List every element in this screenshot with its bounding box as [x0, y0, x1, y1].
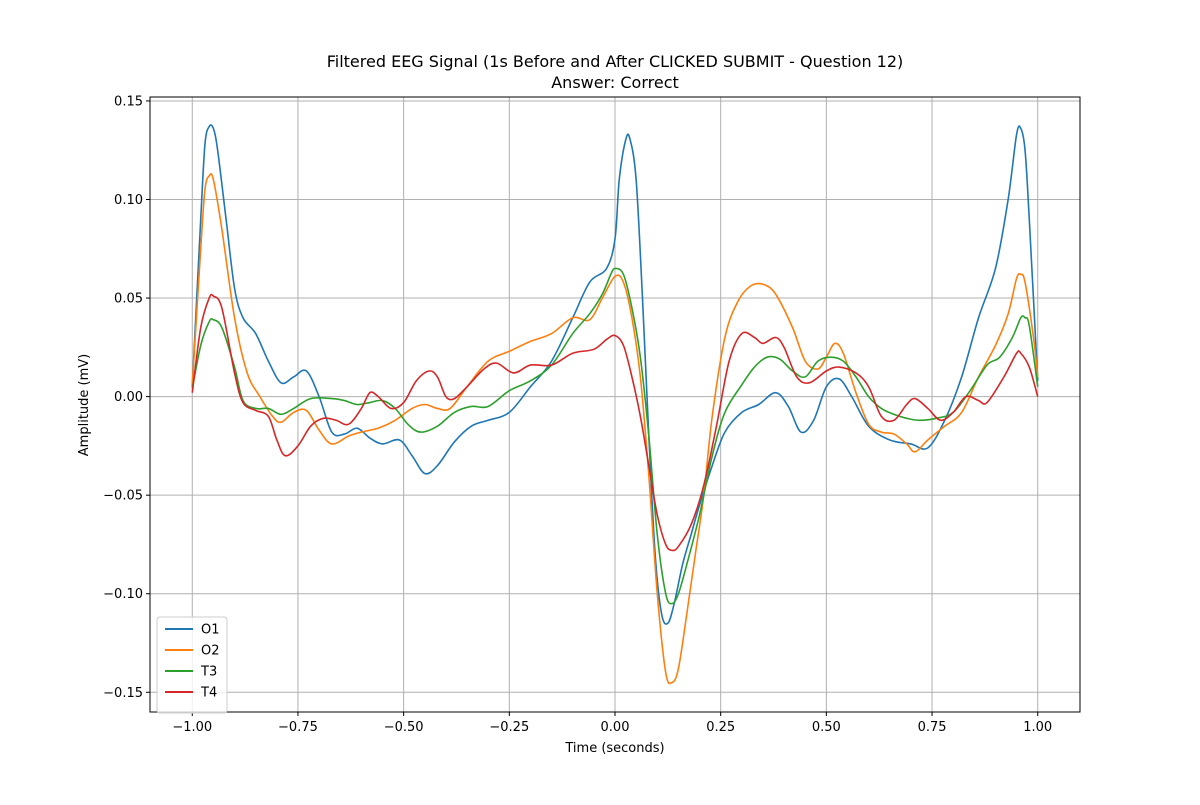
x-tick-label: 0.75 — [918, 720, 947, 735]
axis-ticks: −1.00 −0.75 −0.50 −0.25 0.00 0.25 0.50 0.75 1.00… — [103, 94, 1052, 735]
series-line-t4 — [191, 293, 1039, 552]
series-line-o1 — [191, 124, 1039, 625]
series-line-o2 — [191, 173, 1039, 685]
chart-title: Filtered EEG Signal (1s Before and After… — [327, 52, 904, 71]
legend-label-o2: O2 — [201, 644, 220, 659]
legend-label-t3: T3 — [200, 665, 217, 680]
y-tick-label: −0.05 — [103, 489, 143, 504]
legend: O1 O2 T3 T4 — [156, 616, 228, 714]
x-axis-label: Time (seconds) — [564, 741, 664, 756]
x-tick-label: −1.00 — [172, 720, 212, 735]
x-tick-label: 0.50 — [812, 720, 841, 735]
x-tick-label: 0.00 — [601, 720, 630, 735]
legend-label-o1: O1 — [201, 623, 220, 638]
chart-subtitle: Answer: Correct — [551, 73, 679, 92]
y-tick-label: 0.05 — [114, 292, 143, 307]
y-tick-label: −0.10 — [103, 587, 143, 602]
plot-area-frame — [149, 96, 1081, 713]
legend-label-t4: T4 — [200, 686, 217, 701]
x-tick-label: −0.25 — [489, 720, 529, 735]
x-tick-label: −0.50 — [384, 720, 424, 735]
y-tick-label: −0.15 — [103, 686, 143, 701]
legend-box — [156, 616, 228, 714]
y-tick-label: 0.00 — [114, 390, 143, 405]
y-tick-label: 0.10 — [114, 193, 143, 208]
series-line-t3 — [191, 267, 1039, 605]
y-axis-label: Amplitude (mV) — [77, 354, 92, 456]
grid — [150, 97, 1080, 712]
x-tick-label: 0.25 — [706, 720, 735, 735]
series-lines — [191, 124, 1039, 685]
x-tick-label: 1.00 — [1023, 720, 1052, 735]
x-tick-label: −0.75 — [278, 720, 318, 735]
y-tick-label: 0.15 — [114, 94, 143, 109]
